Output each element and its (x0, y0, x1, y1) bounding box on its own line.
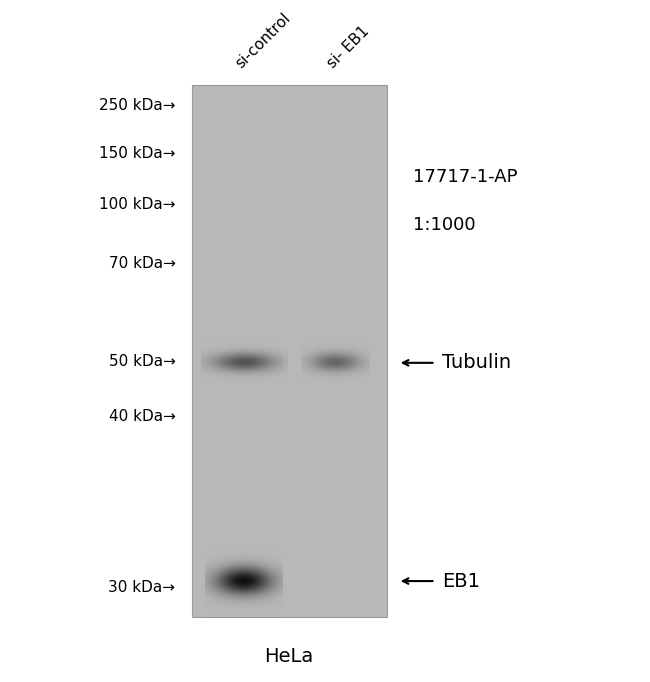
Text: 250 kDa→: 250 kDa→ (99, 98, 176, 113)
Text: 150 kDa→: 150 kDa→ (99, 146, 176, 161)
Text: si- EB1: si- EB1 (324, 24, 372, 72)
Text: WWW.PTGAB.COM: WWW.PTGAB.COM (284, 310, 294, 400)
Text: 50 kDa→: 50 kDa→ (109, 354, 176, 369)
Text: 1:1000: 1:1000 (413, 216, 475, 234)
Bar (192, 85, 387, 617)
Text: 70 kDa→: 70 kDa→ (109, 256, 176, 271)
Text: 17717-1-AP: 17717-1-AP (413, 168, 517, 186)
Text: EB1: EB1 (442, 572, 480, 591)
Text: HeLa: HeLa (265, 647, 314, 666)
Text: si-control: si-control (233, 11, 294, 72)
Text: Tubulin: Tubulin (442, 353, 511, 372)
Text: 40 kDa→: 40 kDa→ (109, 409, 176, 424)
Text: 100 kDa→: 100 kDa→ (99, 197, 176, 212)
Text: 30 kDa→: 30 kDa→ (109, 580, 176, 595)
